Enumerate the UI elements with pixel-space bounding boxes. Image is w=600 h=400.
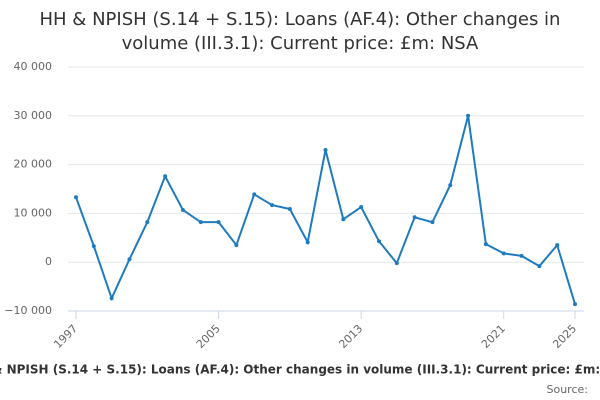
point (537, 264, 542, 269)
point (287, 207, 292, 212)
point (180, 207, 185, 212)
y-tick-label: 0 (45, 255, 52, 268)
point (91, 244, 96, 249)
point (252, 192, 257, 197)
point (430, 220, 435, 225)
x-tick-label: 2021 (479, 322, 508, 351)
point (163, 174, 168, 179)
point (394, 261, 399, 266)
x-tick-label: 2005 (194, 322, 223, 351)
point (341, 217, 346, 222)
point (145, 220, 150, 225)
source: Source: (547, 383, 589, 396)
chart-title: HH & NPISH (S.14 + S.15): Loans (AF.4): … (40, 9, 561, 30)
point (359, 205, 364, 210)
point (483, 242, 488, 247)
y-tick-label: 30 000 (14, 109, 53, 122)
point (109, 296, 114, 301)
y-tick-label: 10 000 (14, 206, 53, 219)
x-tick-label: 2025 (550, 322, 579, 351)
point (198, 220, 203, 225)
x-tick-label: 1997 (51, 322, 80, 351)
chart-title: volume (III.3.1): Current price: £m: NSA (122, 33, 479, 54)
point (412, 215, 417, 220)
point (234, 243, 239, 248)
point (466, 113, 471, 118)
point (270, 203, 275, 208)
point (323, 147, 328, 152)
y-tick-label: −10 000 (4, 304, 52, 317)
point (74, 195, 78, 200)
line (75, 115, 576, 305)
point (501, 251, 506, 256)
x-tick-label: 2013 (336, 322, 365, 351)
point (216, 220, 221, 225)
point (127, 257, 132, 262)
point (448, 183, 453, 188)
point (305, 240, 310, 245)
y-tick-label: 40 000 (14, 60, 53, 73)
point (376, 239, 381, 244)
point (519, 253, 524, 258)
y-tick-label: 20 000 (14, 158, 53, 171)
point (555, 243, 560, 248)
x-axis-label: HH & NPISH (S.14 + S.15): Loans (AF.4): … (0, 363, 600, 377)
point (573, 302, 577, 307)
